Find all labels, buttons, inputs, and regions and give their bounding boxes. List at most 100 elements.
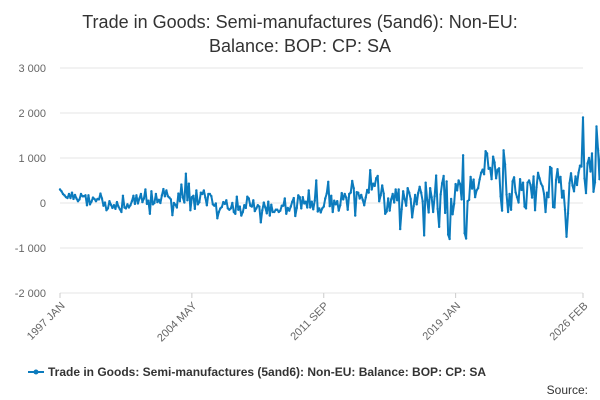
series-point (407, 191, 411, 194)
series-point (76, 200, 80, 203)
series-point (565, 235, 568, 238)
series-point (568, 182, 571, 185)
series-point (394, 188, 397, 191)
series-point (412, 204, 415, 208)
series-point (415, 203, 418, 206)
series-point (330, 194, 333, 197)
series-point (557, 181, 561, 184)
series-point (337, 209, 340, 212)
source-label: Source: (547, 383, 588, 397)
series-point (535, 186, 538, 189)
series-point (386, 197, 390, 200)
series-point (142, 197, 146, 200)
series-point (196, 203, 200, 206)
series-point (445, 180, 448, 183)
series-point (360, 193, 363, 197)
series-point (90, 200, 93, 203)
series-point (156, 200, 159, 204)
series-point (334, 203, 337, 206)
series-point (93, 197, 96, 201)
series-point (145, 202, 149, 206)
series-point (446, 233, 450, 236)
series-point (406, 186, 409, 190)
series-point (139, 192, 143, 196)
series-point (291, 200, 294, 203)
series-point (464, 237, 468, 240)
series-point (111, 206, 114, 210)
series-point (574, 175, 577, 178)
series-point (542, 192, 546, 196)
legend-series-label: Trade in Goods: Semi-manufactures (5and6… (48, 365, 486, 379)
series-point (178, 200, 182, 203)
series-point (315, 179, 318, 182)
y-tick-label: 0 (40, 198, 46, 210)
series-point (511, 180, 514, 183)
series-point (147, 199, 150, 202)
series-point (452, 202, 456, 206)
series-point (132, 194, 135, 197)
series-point (366, 188, 369, 192)
series-point (174, 203, 177, 206)
series-point (264, 206, 267, 209)
legend[interactable]: Trade in Goods: Semi-manufactures (5and6… (28, 365, 486, 379)
series-point (103, 201, 107, 204)
series-point (577, 171, 580, 175)
series-point (273, 210, 276, 214)
series-point (553, 206, 556, 209)
series-point (352, 186, 355, 190)
series-point (375, 177, 378, 180)
series-point (416, 191, 420, 195)
series-point (563, 208, 567, 211)
series-point (210, 195, 213, 198)
series-point (135, 194, 138, 197)
series-point (401, 190, 405, 193)
series-point (327, 180, 330, 184)
series-point (529, 183, 532, 187)
series-point (214, 202, 218, 205)
series-point (58, 188, 62, 191)
series-point (177, 192, 180, 195)
series-point (267, 200, 270, 203)
series-point (100, 197, 104, 200)
series-point (587, 156, 591, 160)
series-point (454, 182, 457, 186)
series-point (422, 234, 426, 237)
series-point (324, 197, 327, 200)
series-point (322, 205, 325, 208)
series-point (481, 168, 484, 171)
series-point (493, 161, 496, 164)
series-point (286, 206, 289, 210)
series-point (118, 208, 122, 211)
series-point (126, 203, 129, 206)
series-point (130, 200, 134, 203)
series-point (328, 204, 331, 208)
series-point (358, 197, 361, 200)
series-point (377, 200, 381, 203)
series-point (449, 197, 453, 201)
series-point (342, 198, 345, 201)
series-point (181, 196, 185, 199)
series-point (138, 197, 141, 200)
series-point (559, 175, 562, 179)
series-point (397, 188, 400, 191)
series-point (114, 207, 117, 211)
x-axis: 1997 JAN 2004 MAY 2011 SEP 2019 JAN 2026 FEB (25, 293, 591, 344)
series-point (403, 197, 406, 201)
series-point (370, 188, 373, 191)
series-point (99, 192, 102, 195)
series-point (595, 125, 598, 128)
series-point (217, 210, 221, 214)
series-point (538, 177, 541, 180)
series-point (121, 194, 125, 197)
series-point (442, 174, 445, 178)
series-point (460, 198, 463, 201)
series-point (389, 198, 393, 201)
series-point (569, 172, 573, 175)
series-point (88, 203, 92, 206)
series-point (550, 167, 553, 170)
y-gridlines (60, 67, 583, 294)
series-point (285, 212, 288, 215)
series-point (354, 214, 357, 217)
series-point (536, 171, 540, 175)
series-point (204, 196, 207, 199)
